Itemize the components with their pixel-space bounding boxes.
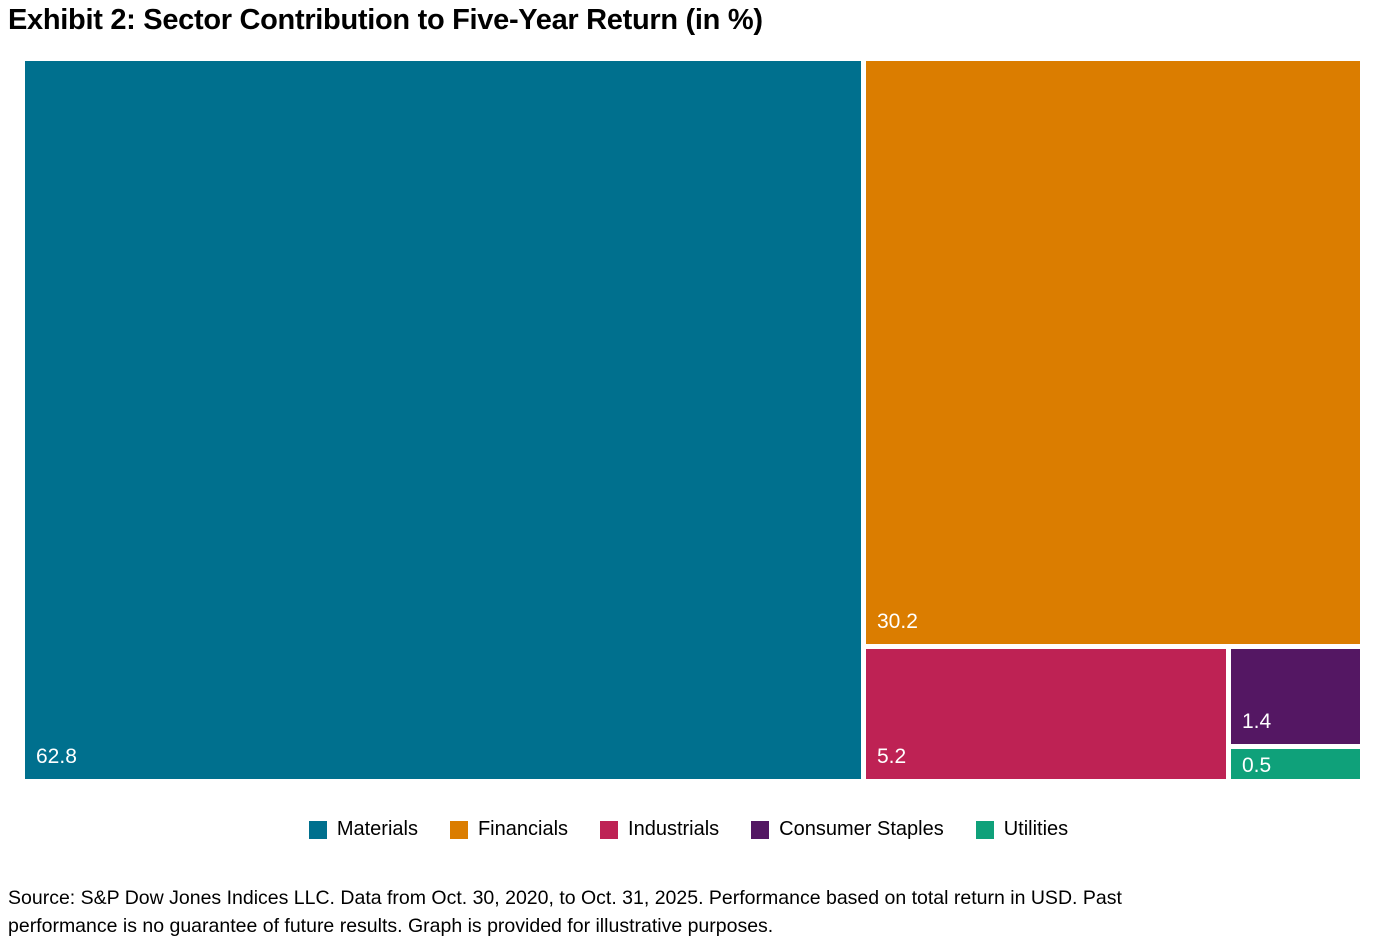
legend-swatch-utilities (975, 820, 994, 839)
treemap-rect-utilities: 0.5 (1231, 749, 1360, 779)
legend-swatch-industrials (600, 820, 619, 839)
treemap-rect-consumer-staples: 1.4 (1231, 649, 1360, 744)
legend-item-industrials: Industrials (600, 818, 719, 841)
legend-swatch-materials (308, 820, 327, 839)
legend-item-utilities: Utilities (975, 818, 1069, 841)
value-label-utilities: 0.5 (1242, 754, 1272, 777)
legend-item-materials: Materials (308, 818, 418, 841)
value-label-industrials: 5.2 (877, 745, 907, 768)
legend-label-consumer-staples: Consumer Staples (779, 818, 944, 840)
legend-label-utilities: Utilities (1003, 818, 1069, 840)
treemap-rect-financials: 30.2 (866, 61, 1360, 644)
legend-swatch-financials (449, 820, 468, 839)
source-note-line2: performance is no guarantee of future re… (8, 915, 774, 937)
legend-swatch-consumer-staples (751, 820, 770, 839)
value-label-materials: 62.8 (36, 745, 77, 768)
value-label-financials: 30.2 (877, 610, 918, 633)
value-label-consumer-staples: 1.4 (1242, 710, 1272, 733)
source-note-line1: Source: S&P Dow Jones Indices LLC. Data … (8, 887, 1122, 909)
treemap-rect-materials: 62.8 (25, 61, 861, 779)
legend-item-financials: Financials (449, 818, 569, 841)
legend-label-financials: Financials (477, 818, 569, 840)
source-note: Source: S&P Dow Jones Indices LLC. Data … (8, 884, 1122, 940)
legend-label-materials: Materials (336, 818, 418, 840)
treemap-chart: 62.8 30.2 5.2 1.4 0.5 (25, 61, 1360, 779)
legend-label-industrials: Industrials (628, 818, 720, 840)
legend-item-consumer-staples: Consumer Staples (751, 818, 944, 841)
chart-legend: Materials Financials Industrials Consume… (0, 818, 1377, 841)
treemap-rect-industrials: 5.2 (866, 649, 1226, 779)
page-title: Exhibit 2: Sector Contribution to Five-Y… (8, 4, 763, 36)
